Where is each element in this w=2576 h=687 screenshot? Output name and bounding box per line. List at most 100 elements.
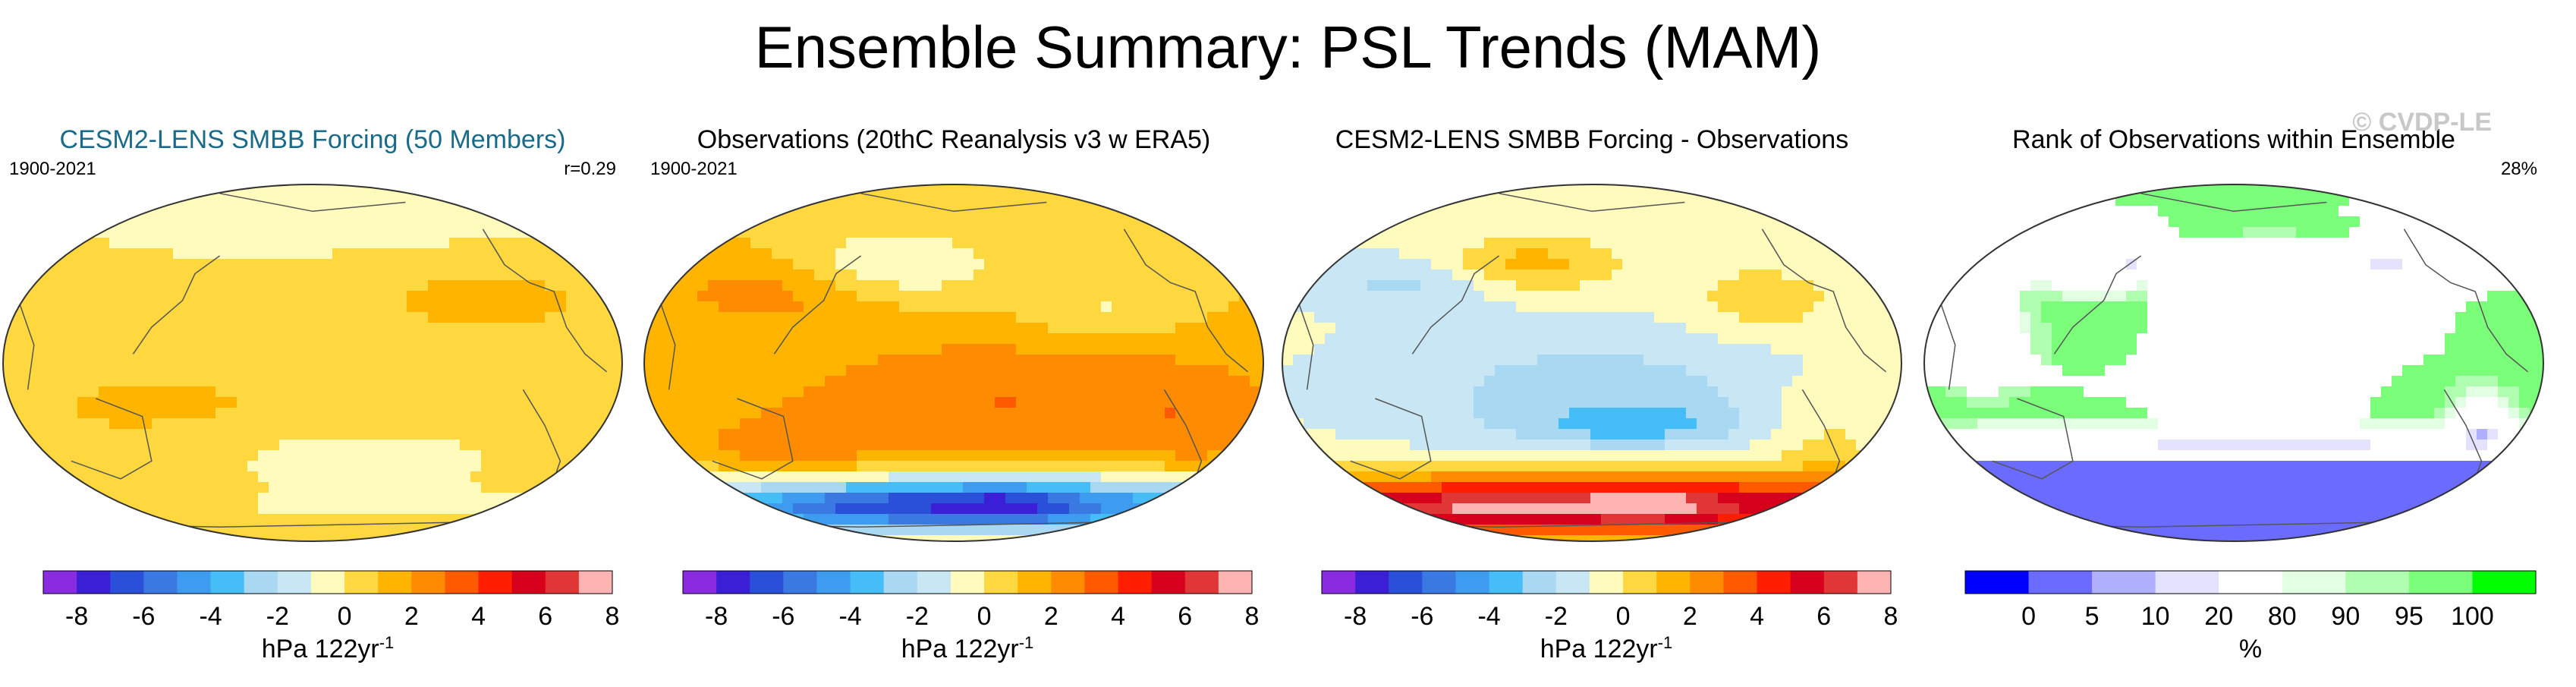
map-cell (1378, 248, 1389, 260)
map-cell (772, 429, 783, 440)
map-cell (835, 216, 847, 228)
map-cell (1378, 259, 1389, 270)
map-cell (708, 461, 719, 472)
map-cell (676, 418, 687, 430)
map-cell (687, 333, 698, 345)
map-cell (1112, 301, 1123, 313)
map-cell (899, 227, 911, 238)
map-cell (1442, 216, 1453, 228)
map-cell (931, 269, 942, 281)
map-cell (942, 184, 953, 196)
map-cell (545, 450, 556, 462)
map-cell (1580, 291, 1591, 302)
map-cell (1633, 269, 1644, 281)
map-cell (1612, 184, 1623, 196)
map-cell (846, 493, 857, 504)
map-cell (1228, 397, 1240, 408)
map-cell (269, 238, 280, 249)
map-cell (247, 365, 259, 377)
map-cell (1782, 184, 1793, 196)
map-cell (609, 259, 620, 270)
map-cell (729, 216, 741, 228)
map-cell (1058, 280, 1070, 292)
map-cell (396, 280, 407, 292)
map-cell (1505, 312, 1517, 323)
map-cell (687, 301, 698, 313)
map-cell (46, 301, 57, 313)
map-cell (194, 386, 206, 398)
map-cell (1122, 227, 1134, 238)
map-cell (1069, 280, 1080, 292)
map-cell (1856, 248, 1867, 260)
map-cell (14, 216, 25, 228)
map-cell (88, 280, 99, 292)
map-cell (162, 269, 174, 281)
map-cell (566, 301, 577, 313)
map-cell (697, 333, 709, 345)
map-cell (513, 471, 524, 483)
map-cell (1813, 248, 1825, 260)
map-cell (205, 312, 216, 323)
map-cell (1686, 195, 1697, 206)
map-cell (1112, 291, 1123, 302)
map-cell (290, 269, 301, 281)
map-cell (502, 503, 514, 515)
map-cell (1218, 429, 1229, 440)
map-cell (35, 206, 46, 217)
map-cell (1101, 301, 1112, 313)
map-cell (1452, 301, 1464, 313)
map-cell (205, 355, 216, 366)
map-cell (1112, 333, 1123, 345)
map-cell (1760, 301, 1772, 313)
map-cell (1165, 525, 1176, 536)
map-cell (449, 535, 461, 541)
map-cell (1133, 408, 1144, 419)
map-cell (1527, 227, 1538, 238)
map-cell (1643, 312, 1655, 323)
map-cell (555, 227, 567, 238)
map-cell (1080, 301, 1091, 313)
map-cell (396, 514, 407, 525)
map-cell (354, 312, 365, 323)
map-cell (1165, 280, 1176, 292)
map-cell (1048, 514, 1059, 525)
map-cell (889, 408, 900, 419)
map-cell (1228, 269, 1240, 281)
map-cell (141, 408, 153, 419)
map-cell (88, 195, 99, 206)
map-cell (1750, 238, 1761, 249)
map-cell (973, 269, 985, 281)
map-cell (665, 269, 677, 281)
map-cell (655, 376, 666, 387)
map-cell (332, 184, 344, 196)
map-cell (1410, 216, 1421, 228)
map-cell (502, 184, 514, 196)
map-cell (1558, 269, 1570, 281)
map-cell (867, 291, 879, 302)
map-cell (279, 429, 291, 440)
map-cell (24, 238, 36, 249)
map-cell (665, 503, 677, 515)
map-cell (644, 482, 656, 493)
map-cell (761, 323, 772, 334)
map-cell (343, 397, 354, 408)
map-cell (857, 450, 868, 462)
map-cell (804, 291, 815, 302)
map-cell (99, 418, 110, 430)
map-cell (492, 312, 503, 323)
map-cell (46, 493, 57, 504)
map-cell (1824, 227, 1835, 238)
map-cell (665, 355, 677, 366)
map-cell (1367, 323, 1379, 334)
map-cell (1165, 461, 1176, 472)
map-cell (194, 323, 206, 334)
map-cell (1239, 514, 1250, 525)
map-cell (470, 418, 482, 430)
map-cell (35, 535, 46, 541)
map-cell (3, 535, 14, 541)
map-cell (1335, 312, 1347, 323)
map-cell (194, 418, 206, 430)
map-cell (173, 429, 184, 440)
map-cell (524, 471, 535, 483)
map-cell (609, 376, 620, 387)
